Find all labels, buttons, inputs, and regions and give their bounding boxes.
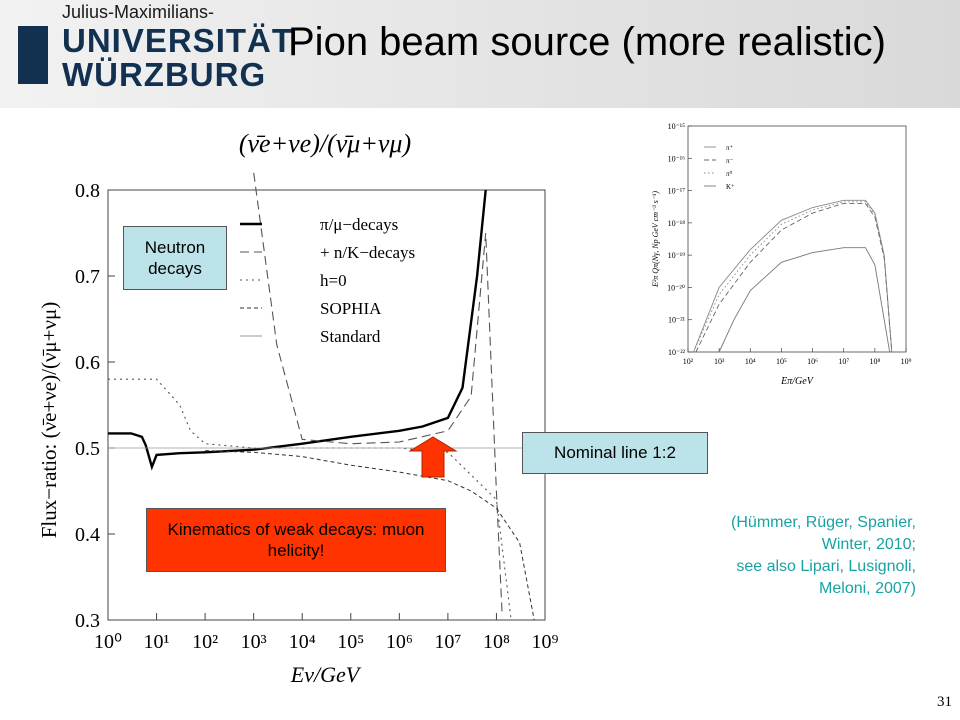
inset-x-tick-label: 10⁵ bbox=[776, 357, 787, 366]
x-axis-ticks: 10⁰ 10¹ 10² 10³ 10⁴ 10⁵ 10⁶ 10⁷ 10⁸ 10⁹ bbox=[94, 613, 559, 653]
legend-label: SOPHIA bbox=[320, 299, 382, 318]
inset-legend-label: K⁺ bbox=[726, 183, 735, 191]
inset-y-tick-label: 10⁻¹⁶ bbox=[668, 154, 686, 163]
inset-x-tick-label: 10² bbox=[683, 357, 694, 366]
inset-x-axis-label: Eπ/GeV bbox=[780, 376, 815, 387]
x-tick-label: 10² bbox=[192, 631, 218, 653]
chart-title-formula: (ν̄e+νe)/(ν̄μ+νμ) bbox=[239, 129, 411, 158]
x-tick-label: 10⁸ bbox=[483, 631, 510, 653]
legend-label: Standard bbox=[320, 327, 381, 346]
series-line-2 bbox=[253, 172, 503, 612]
y-axis-label: Flux−ratio: (ν̄e+νe)/(ν̄μ+νμ) bbox=[37, 302, 61, 539]
logo-line1: Julius-Maximilians- bbox=[62, 2, 215, 22]
slide-title: Pion beam source (more realistic) bbox=[288, 20, 886, 64]
citation-line-4: Meloni, 2007) bbox=[819, 580, 916, 597]
inset-y-tick-label: 10⁻¹⁹ bbox=[668, 251, 686, 260]
inset-legend-label: π⁻ bbox=[726, 157, 734, 165]
nominal-line-label: Nominal line 1:2 bbox=[522, 432, 708, 474]
inset-x-tick-label: 10⁹ bbox=[901, 357, 912, 366]
inset-x-axis-ticks: 10² 10³ 10⁴ 10⁵ 10⁶ 10⁷ 10⁸ 10⁹ bbox=[683, 348, 912, 366]
legend-label: π/μ−decays bbox=[320, 215, 398, 234]
citation-line-2: Winter, 2010; bbox=[821, 536, 916, 553]
inset-series-line-4 bbox=[718, 247, 891, 353]
x-axis-label: Eν/GeV bbox=[290, 662, 362, 687]
logo-line2: UNIVERSITÄT bbox=[62, 22, 294, 59]
neutron-decays-text: Neutron decays bbox=[144, 237, 206, 278]
inset-x-tick-label: 10³ bbox=[714, 357, 725, 366]
kinematics-text: Kinematics of weak decays: muon helicity… bbox=[167, 519, 425, 560]
x-tick-label: 10⁵ bbox=[337, 631, 364, 653]
x-tick-label: 10⁹ bbox=[532, 631, 559, 653]
page-number: 31 bbox=[937, 694, 952, 710]
inset-y-tick-label: 10⁻¹⁸ bbox=[668, 219, 686, 228]
inset-chart: 10⁻¹⁵ 10⁻¹⁶ 10⁻¹⁷ 10⁻¹⁸ 10⁻¹⁹ 10⁻²⁰ 10⁻²¹ 10⁻²²… bbox=[648, 114, 918, 394]
inset-y-tick-label: 10⁻²⁰ bbox=[667, 283, 685, 292]
y-tick-label: 0.4 bbox=[75, 524, 100, 546]
inset-legend-label: π⁺ bbox=[726, 144, 734, 152]
citation: (Hümmer, Rüger, Spanier, Winter, 2010; s… bbox=[600, 512, 916, 600]
x-tick-label: 10⁶ bbox=[386, 631, 413, 653]
legend-label: h=0 bbox=[320, 271, 347, 290]
inset-y-axis-ticks: 10⁻¹⁵ 10⁻¹⁶ 10⁻¹⁷ 10⁻¹⁸ 10⁻¹⁹ 10⁻²⁰ 10⁻²¹ 10⁻²² bbox=[667, 122, 692, 357]
inset-series-line-2 bbox=[695, 202, 893, 353]
inset-x-tick-label: 10⁴ bbox=[745, 357, 756, 366]
inset-legend: π⁺ π⁻ π⁰ K⁺ bbox=[704, 144, 735, 191]
inset-y-axis-label: E²π Qπ(Nγ, Np GeV cm⁻³ s⁻¹) bbox=[651, 191, 660, 288]
chart-legend: π/μ−decays + n/K−decays h=0 SOPHIA Standard bbox=[240, 215, 415, 346]
y-tick-label: 0.3 bbox=[75, 610, 100, 632]
y-tick-label: 0.7 bbox=[75, 266, 100, 288]
plot-frame bbox=[107, 189, 546, 621]
up-arrow-icon bbox=[408, 436, 458, 478]
x-tick-label: 10³ bbox=[241, 631, 267, 653]
series-line-1 bbox=[108, 189, 487, 471]
y-tick-label: 0.5 bbox=[75, 438, 100, 460]
inset-y-tick-label: 10⁻¹⁵ bbox=[668, 122, 686, 131]
series-line-3 bbox=[108, 378, 512, 621]
y-tick-label: 0.6 bbox=[75, 352, 100, 374]
inset-x-tick-label: 10⁶ bbox=[807, 357, 818, 366]
inset-legend-label: π⁰ bbox=[726, 170, 733, 178]
inset-y-tick-label: 10⁻¹⁷ bbox=[668, 187, 686, 196]
inset-y-tick-label: 10⁻²¹ bbox=[668, 316, 686, 325]
nominal-line-text: Nominal line 1:2 bbox=[554, 443, 676, 463]
header-banner: Julius-Maximilians- UNIVERSITÄT WÜRZBURG… bbox=[0, 0, 960, 108]
neutron-decays-label: Neutron decays bbox=[123, 226, 227, 290]
x-tick-label: 10⁷ bbox=[434, 631, 461, 653]
inset-x-tick-label: 10⁷ bbox=[838, 357, 849, 366]
citation-line-3: see also Lipari, Lusignoli, bbox=[736, 558, 916, 575]
main-chart: (ν̄e+νe)/(ν̄μ+νμ) 0.3 0.4 0.5 0.6 0.7 0.8 10⁰… bbox=[37, 129, 559, 687]
inset-y-tick-label: 10⁻²² bbox=[668, 348, 686, 357]
university-logo-mark bbox=[18, 26, 48, 84]
y-tick-label: 0.8 bbox=[75, 180, 100, 202]
y-axis-ticks: 0.3 0.4 0.5 0.6 0.7 0.8 bbox=[75, 180, 115, 632]
inset-series-group bbox=[693, 199, 893, 353]
inset-series-line-3 bbox=[693, 201, 893, 353]
x-tick-label: 10⁰ bbox=[94, 631, 122, 653]
x-tick-label: 10¹ bbox=[144, 631, 170, 653]
legend-label: + n/K−decays bbox=[320, 243, 415, 262]
inset-x-tick-label: 10⁸ bbox=[869, 357, 880, 366]
kinematics-label: Kinematics of weak decays: muon helicity… bbox=[146, 508, 446, 572]
citation-line-1: (Hümmer, Rüger, Spanier, bbox=[731, 514, 916, 531]
logo-line3: WÜRZBURG bbox=[62, 56, 267, 93]
inset-plot-frame bbox=[687, 125, 907, 353]
x-tick-label: 10⁴ bbox=[289, 631, 316, 653]
